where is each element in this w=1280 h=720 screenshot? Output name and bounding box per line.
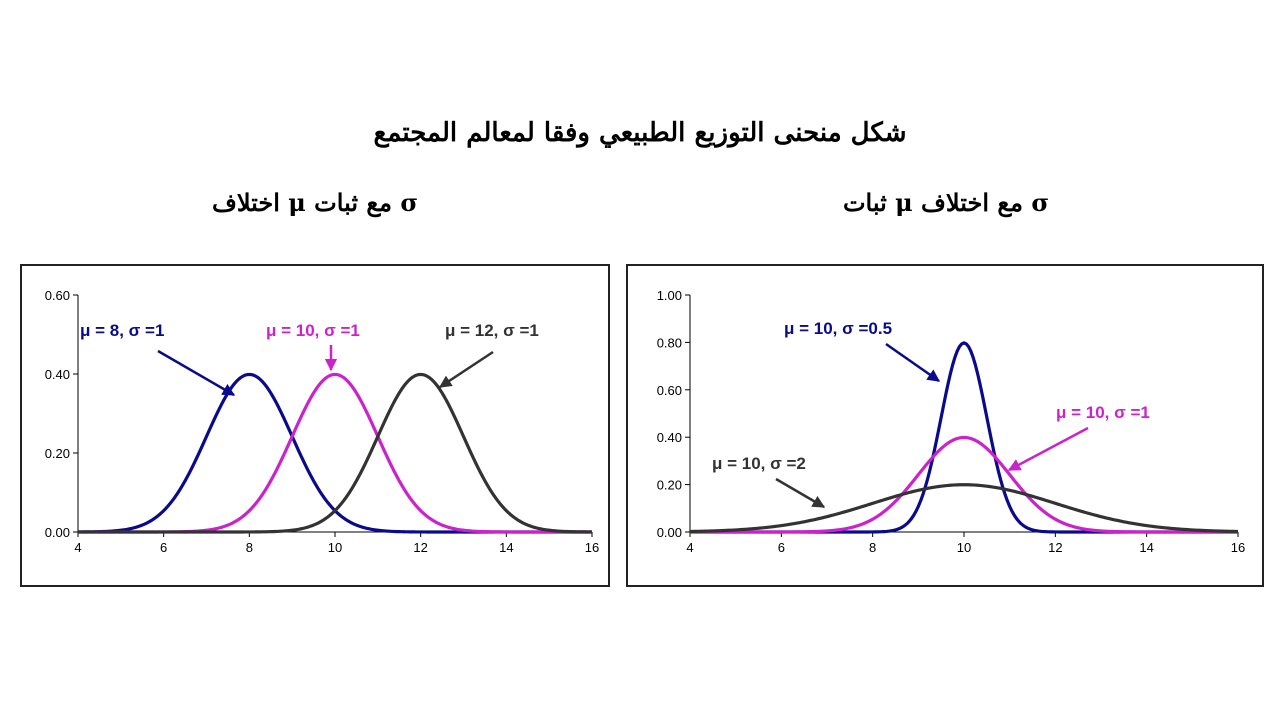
y-tick-label: 0.60	[657, 383, 682, 398]
y-tick-label: 0.80	[657, 335, 682, 350]
y-tick-label: 0.20	[657, 478, 682, 493]
left-chart-frame: 4 6 8 10 12 14 16 0.00 0.20 0.40 0.60 μ = 8, σ =1 μ …	[20, 264, 610, 587]
x-tick-label: 14	[1139, 540, 1153, 555]
x-tick-label: 6	[778, 540, 785, 555]
x-tick-label: 6	[160, 540, 167, 555]
x-tick-label: 10	[328, 540, 342, 555]
y-tick-label: 0.40	[45, 367, 70, 382]
annotation-arrow	[157, 349, 236, 397]
series-label-2: μ = 10, σ =1	[1056, 403, 1150, 422]
y-tick-label: 0.20	[45, 446, 70, 461]
series-line-2	[78, 372, 592, 534]
series-label-1: μ = 8, σ =1	[80, 321, 164, 340]
right-chart-frame: 4 6 8 10 12 14 16 0.00 0.20 0.40 0.60 0.80 1.00 μ = 1…	[626, 264, 1264, 587]
right-chart-title: ثبات μ مع اختلاف σ	[842, 188, 1050, 217]
right-chart: 4 6 8 10 12 14 16 0.00 0.20 0.40 0.60 0.80 1.00 μ = 1…	[657, 288, 1246, 555]
x-tick-label: 8	[869, 540, 876, 555]
y-tick-label: 0.40	[657, 430, 682, 445]
left-chart-title: اختلاف μ مع ثبات σ	[211, 188, 419, 217]
x-tick-label: 14	[499, 540, 513, 555]
x-tick-label: 12	[1048, 540, 1062, 555]
annotation-arrow	[775, 477, 826, 509]
y-tick-label: 1.00	[657, 288, 682, 303]
series-label-3: μ = 12, σ =1	[445, 321, 539, 340]
annotation-arrow	[885, 342, 941, 383]
y-tick-label: 0.00	[657, 525, 682, 540]
y-tick-label: 0.00	[45, 525, 70, 540]
left-chart: 4 6 8 10 12 14 16 0.00 0.20 0.40 0.60 μ = 8, σ =1 μ …	[45, 288, 600, 555]
y-tick-label: 0.60	[45, 288, 70, 303]
series-line-2	[690, 435, 1238, 534]
x-tick-label: 16	[1231, 540, 1245, 555]
x-tick-label: 12	[413, 540, 427, 555]
series-label-1: μ = 10, σ =0.5	[784, 319, 892, 338]
x-tick-label: 4	[74, 540, 81, 555]
series-line-3	[78, 372, 593, 534]
series-line-3	[689, 483, 1239, 534]
page-title: شكل منحنى التوزيع الطبيعي وفقا لمعالم ال…	[373, 118, 907, 148]
series-line-1	[77, 372, 592, 534]
x-tick-label: 4	[686, 540, 693, 555]
x-tick-label: 8	[246, 540, 253, 555]
series-label-3: μ = 10, σ =2	[712, 454, 806, 473]
x-tick-label: 10	[957, 540, 971, 555]
series-label-2: μ = 10, σ =1	[266, 321, 360, 340]
x-tick-label: 16	[585, 540, 599, 555]
annotation-arrow	[1007, 426, 1089, 472]
annotation-arrow	[438, 350, 494, 389]
